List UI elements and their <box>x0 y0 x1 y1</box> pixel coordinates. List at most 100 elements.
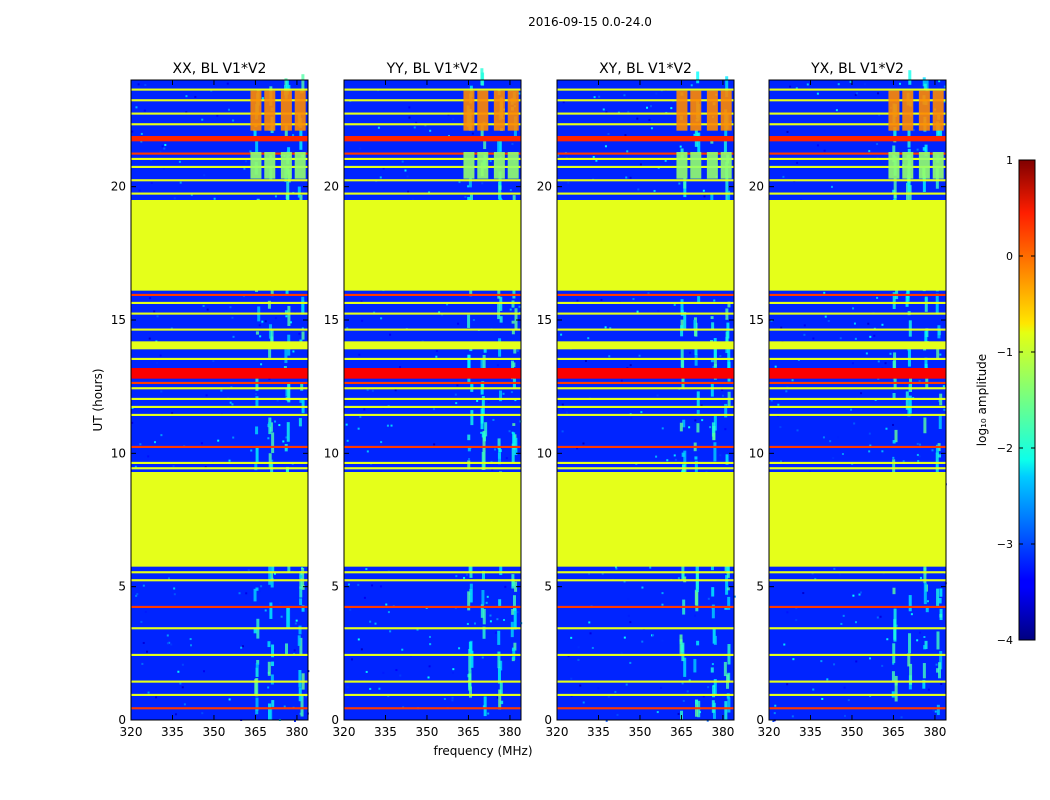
flagged-row <box>344 293 521 296</box>
rfi-streak <box>514 581 518 592</box>
noise-pixel <box>278 424 281 427</box>
noise-pixel <box>837 436 840 439</box>
noise-pixel <box>591 646 594 649</box>
rfi-streak <box>922 679 926 689</box>
noise-pixel <box>786 683 789 686</box>
noise-pixel <box>293 719 296 722</box>
noise-pixel <box>878 113 881 116</box>
noise-pixel <box>428 635 431 638</box>
noise-pixel <box>783 643 786 646</box>
noise-pixel <box>429 129 432 132</box>
rfi-streak <box>682 419 686 428</box>
rfi-block <box>280 152 292 179</box>
noise-pixel <box>371 389 374 392</box>
noise-pixel <box>135 594 138 597</box>
noise-pixel <box>630 417 633 420</box>
noise-pixel <box>820 660 823 663</box>
noise-pixel <box>601 572 604 575</box>
rfi-streak <box>892 292 896 309</box>
noise-pixel <box>258 590 261 593</box>
noise-pixel <box>860 591 863 594</box>
flagged-row <box>344 579 521 582</box>
rfi-streak <box>255 140 259 154</box>
noise-pixel <box>898 82 901 85</box>
noise-pixel <box>401 648 404 651</box>
noise-pixel <box>131 421 134 424</box>
rfi-block <box>477 90 489 131</box>
noise-pixel <box>803 333 806 336</box>
noise-pixel <box>877 92 880 95</box>
flagged-row <box>131 99 308 102</box>
rfi-streak <box>301 585 305 590</box>
noise-pixel <box>647 292 650 295</box>
rfi-block <box>493 90 505 131</box>
noise-pixel <box>205 394 208 397</box>
rfi-streak <box>935 444 939 455</box>
rfi-streak <box>924 331 928 348</box>
noise-pixel <box>477 690 480 693</box>
noise-pixel <box>711 663 714 666</box>
noise-pixel <box>688 679 691 682</box>
x-tick-label: 350 <box>841 725 864 739</box>
noise-pixel <box>707 686 710 689</box>
rfi-streak <box>725 76 729 98</box>
noise-pixel <box>814 578 817 581</box>
rfi-streak <box>301 74 305 93</box>
noise-pixel <box>721 388 724 391</box>
noise-pixel <box>203 670 206 673</box>
noise-pixel <box>892 423 895 426</box>
rfi-streak <box>497 447 501 465</box>
flagged-row <box>131 605 308 608</box>
rfi-streak <box>269 422 273 432</box>
noise-pixel <box>567 181 570 184</box>
noise-pixel <box>486 595 489 598</box>
rfi-streak <box>710 667 714 673</box>
noise-pixel <box>702 695 705 698</box>
rfi-streak <box>513 642 517 651</box>
noise-pixel <box>181 663 184 666</box>
flagged-row <box>131 152 308 155</box>
noise-pixel <box>346 439 349 442</box>
y-tick-label: 0 <box>544 713 552 727</box>
rfi-block <box>507 90 519 131</box>
rfi-streak <box>285 643 289 655</box>
rfi-streak <box>725 575 729 595</box>
flagged-row <box>769 112 946 115</box>
rfi-streak <box>271 644 275 658</box>
flagged-row <box>557 312 734 315</box>
x-tick-label: 320 <box>758 725 781 739</box>
noise-pixel <box>345 423 348 426</box>
noise-pixel <box>473 622 476 625</box>
flagged-row <box>557 467 734 470</box>
flagged-row <box>344 357 521 360</box>
flagged-row <box>769 397 946 400</box>
rfi-streak <box>893 608 897 629</box>
noise-pixel <box>293 649 296 652</box>
noise-pixel <box>200 442 203 445</box>
flagged-row <box>344 328 521 331</box>
rfi-streak <box>713 678 717 696</box>
rfi-block <box>493 152 505 179</box>
rfi-streak <box>694 456 698 460</box>
flagged-row <box>344 653 521 656</box>
noise-pixel <box>140 620 143 623</box>
noise-pixel <box>881 664 884 667</box>
panel-frame <box>768 79 947 721</box>
rfi-streak <box>892 440 896 444</box>
noise-pixel <box>266 691 269 694</box>
rfi-streak <box>253 628 257 634</box>
flagged-row <box>344 179 521 182</box>
noise-pixel <box>773 712 776 715</box>
rfi-streak <box>725 331 729 347</box>
flagged-row <box>769 605 946 608</box>
noise-pixel <box>171 412 174 415</box>
x-tick-label: 365 <box>244 725 267 739</box>
panel-1: YY, BL V1*V2 320 335 350 365 380 0 5 10 15 20 <box>324 61 523 739</box>
flagged-row <box>344 99 521 102</box>
noise-pixel <box>289 321 292 324</box>
noise-pixel <box>427 676 430 679</box>
noise-pixel <box>650 127 653 130</box>
rfi-streak <box>482 354 486 376</box>
y-tick-label: 0 <box>118 713 126 727</box>
